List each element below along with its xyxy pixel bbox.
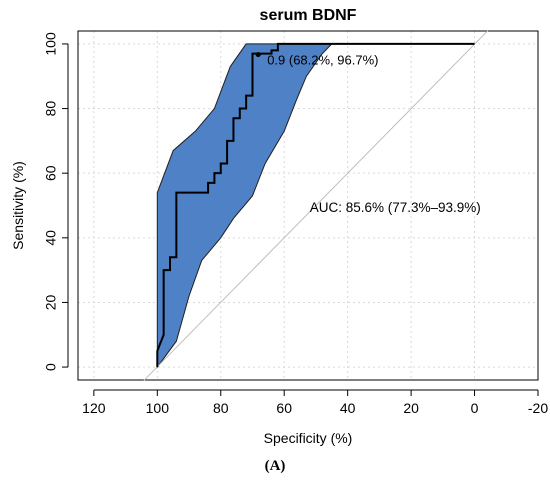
figure-caption: (A) bbox=[264, 458, 286, 474]
x-tick-label: 40 bbox=[340, 400, 356, 416]
y-tick-label: 40 bbox=[43, 230, 59, 246]
y-tick-label: 80 bbox=[43, 101, 59, 117]
x-axis-label: Specificity (%) bbox=[264, 430, 353, 446]
plot-frame bbox=[77, 30, 539, 381]
y-tick-label: 0 bbox=[43, 363, 59, 371]
y-tick-label: 20 bbox=[43, 294, 59, 310]
y-axis-label: Sensitivity (%) bbox=[10, 161, 26, 250]
auc-annotation: AUC: 85.6% (77.3%–93.9%) bbox=[310, 200, 481, 215]
x-tick-label: 60 bbox=[276, 400, 292, 416]
x-tick-label: -20 bbox=[528, 400, 548, 416]
diagonal-reference-line bbox=[142, 29, 489, 382]
threshold-label: 0.9 (68.2%, 96.7%) bbox=[267, 53, 378, 68]
threshold-point bbox=[255, 52, 261, 58]
y-tick-label: 60 bbox=[43, 165, 59, 181]
x-tick-label: 120 bbox=[82, 400, 106, 416]
x-tick-label: 20 bbox=[403, 400, 419, 416]
x-tick-label: 80 bbox=[213, 400, 229, 416]
chart-title: serum BDNF bbox=[260, 7, 357, 24]
confidence-band bbox=[156, 43, 475, 369]
roc-chart: 0.9 (68.2%, 96.7%) AUC: 85.6% (77.3%–93.9… bbox=[10, 7, 548, 446]
y-tick-label: 100 bbox=[43, 32, 59, 56]
x-tick-label: 0 bbox=[471, 400, 479, 416]
roc-curve bbox=[156, 42, 475, 368]
x-tick-label: 100 bbox=[146, 400, 170, 416]
